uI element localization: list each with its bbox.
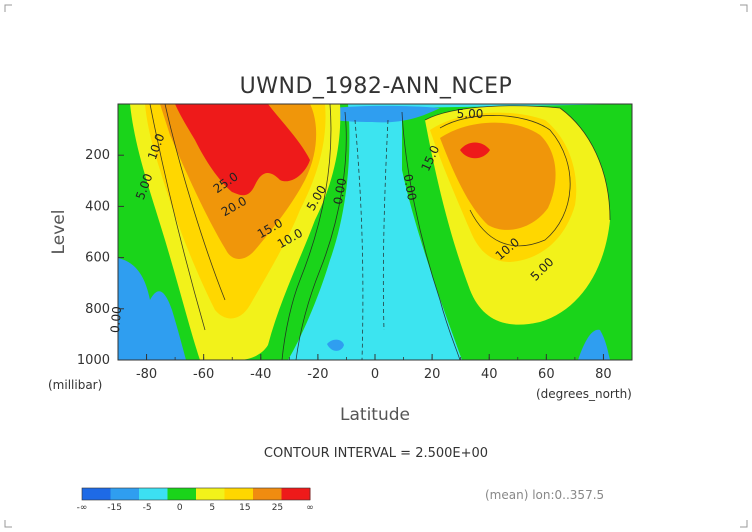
contour-line	[439, 115, 571, 247]
legend-swatch	[139, 488, 168, 500]
legend-label: 5	[209, 503, 215, 513]
contour-line	[281, 103, 332, 361]
x-tick-label: -20	[307, 367, 328, 382]
contour-region-blue	[327, 339, 344, 351]
legend-swatch	[110, 488, 140, 500]
contour-line	[164, 103, 226, 301]
footer-text: (mean) lon:0..357.5	[485, 488, 604, 502]
legend-label: -15	[107, 503, 122, 513]
contour-fills	[118, 104, 632, 360]
x-tick-label: 60	[538, 367, 555, 382]
contour-line	[401, 111, 461, 361]
contour-interval-text: CONTOUR INTERVAL = 2.500E+00	[264, 446, 488, 461]
legend-swatch	[196, 488, 225, 500]
plot-area: 10.05.00 25.020.015.010.05.00 0.00 0.005.00…	[108, 103, 633, 361]
legend-frame	[81, 487, 311, 501]
legend-label: ∞	[306, 503, 314, 513]
contour-line	[354, 119, 364, 361]
contour-label: 5.00	[457, 107, 484, 121]
chart-title: UWND_1982-ANN_NCEP	[240, 74, 513, 99]
legend-swatch	[224, 488, 254, 500]
x-tick-label: -40	[250, 367, 271, 382]
contour-label: 0.00	[401, 173, 419, 202]
color-legend: -∞ -15 -5 0 5 15 25 ∞	[77, 487, 314, 513]
y-axis-unit: (millibar)	[48, 378, 102, 392]
x-axis: -80 -60 -40 -20 0 20 40 60 80	[117, 354, 633, 382]
contour-lines	[149, 103, 611, 361]
contour-label: 0.00	[331, 177, 349, 206]
legend-label: 0	[177, 503, 183, 513]
y-tick-label: 1000	[77, 353, 110, 368]
legend-label: 25	[272, 503, 283, 513]
y-tick-label: 800	[85, 302, 110, 317]
x-tick-label: -80	[136, 367, 157, 382]
x-tick-label: 0	[371, 367, 379, 382]
y-tick-label: 400	[85, 199, 110, 214]
contour-line	[424, 105, 611, 221]
x-tick-label: 80	[595, 367, 612, 382]
legend-swatch	[167, 488, 197, 500]
contour-region-blue	[118, 258, 186, 360]
y-tick-label: 600	[85, 251, 110, 266]
x-tick-label: 40	[481, 367, 498, 382]
contour-region-red	[175, 104, 310, 196]
y-axis-label: Level	[49, 210, 69, 255]
legend-label: -5	[143, 503, 152, 513]
contour-region-blue	[578, 329, 610, 360]
contour-line	[382, 119, 389, 331]
x-tick-label: -60	[193, 367, 214, 382]
x-axis-unit: (degrees_north)	[536, 387, 632, 401]
y-axis: 200 400 600 800 1000	[77, 148, 124, 368]
y-tick-label: 200	[85, 148, 110, 163]
legend-label: -∞	[77, 503, 88, 513]
legend-swatch	[281, 488, 311, 500]
contour-line	[295, 111, 347, 361]
contour-label: 0.00	[108, 306, 124, 334]
x-tick-label: 20	[424, 367, 441, 382]
legend-swatch	[82, 488, 111, 500]
x-axis-label: Latitude	[340, 405, 410, 425]
contour-labels: 10.05.00 25.020.015.010.05.00 0.00 0.005.00…	[108, 107, 557, 334]
corner-marks	[4, 4, 748, 528]
legend-label: 15	[239, 503, 250, 513]
legend-swatch	[253, 488, 282, 500]
contour-line	[149, 103, 206, 331]
contour-region-red	[460, 142, 490, 159]
